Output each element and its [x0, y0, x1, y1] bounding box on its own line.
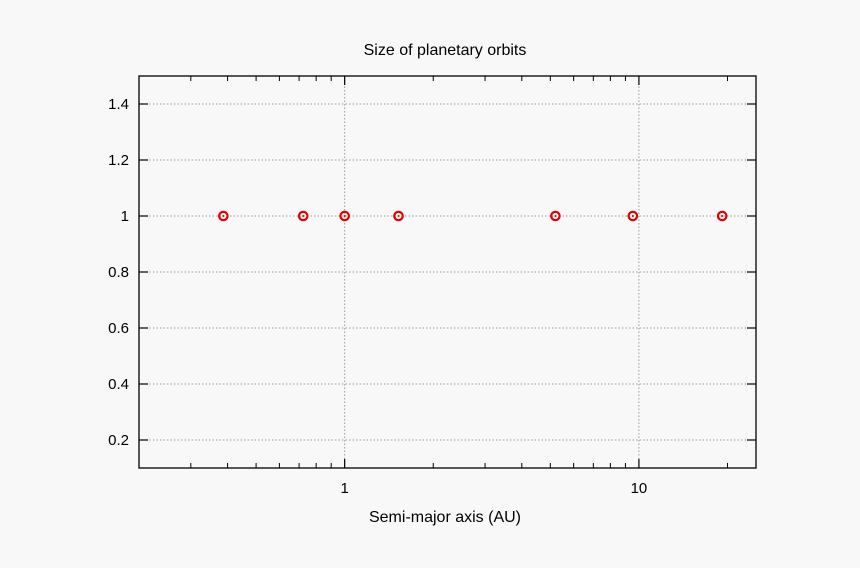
- data-point-center: [554, 215, 557, 217]
- x-axis-label: Semi-major axis (AU): [369, 509, 521, 526]
- x-tick-label: 1: [340, 480, 348, 497]
- data-point: [297, 210, 309, 222]
- data-point-center: [302, 215, 305, 217]
- data-point: [627, 210, 639, 222]
- chart-title: Size of planetary orbits: [364, 42, 527, 59]
- data-point: [550, 210, 561, 222]
- data-point-center: [397, 215, 400, 217]
- y-tick-label: 0.2: [108, 432, 129, 449]
- y-tick-label: 0.6: [108, 320, 129, 337]
- data-point: [716, 210, 728, 222]
- y-tick-label: 1.4: [108, 96, 129, 113]
- data-points: [218, 210, 728, 222]
- data-point: [393, 210, 404, 222]
- data-point-center: [343, 215, 346, 217]
- data-point-center: [222, 215, 225, 217]
- y-tick-label: 0.4: [108, 376, 129, 393]
- data-point: [218, 210, 229, 222]
- data-point-center: [631, 215, 634, 217]
- axis-ticks: [139, 76, 756, 468]
- data-point: [339, 210, 350, 222]
- y-tick-label: 1.2: [108, 152, 129, 169]
- tick-labels: 0.2 0.4 0.6 0.8 1 1.2 1.4 1 10: [108, 96, 647, 497]
- y-tick-label: 1: [121, 208, 129, 225]
- grid: [139, 76, 756, 468]
- data-point-center: [721, 215, 724, 217]
- x-tick-label: 10: [631, 480, 648, 497]
- y-tick-label: 0.8: [108, 264, 129, 281]
